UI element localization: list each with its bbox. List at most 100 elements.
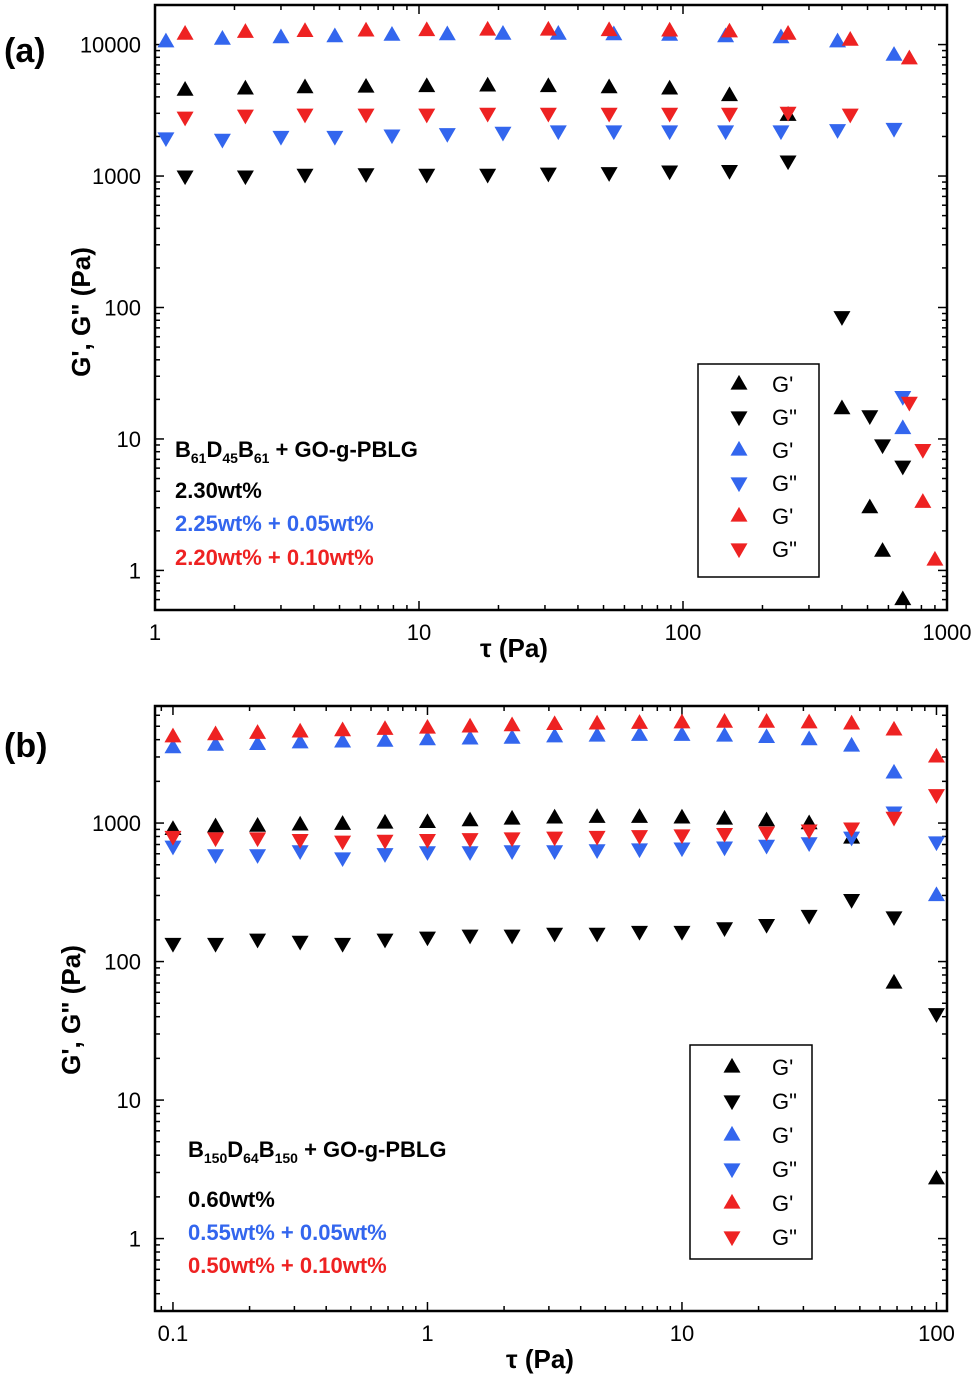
y-tick-label: 100 (104, 296, 141, 321)
data-point (176, 25, 194, 40)
data-point (539, 77, 557, 93)
data-point (418, 718, 436, 734)
data-point (418, 730, 436, 746)
data-point (164, 830, 182, 846)
data-point (461, 729, 479, 745)
panel-a-legend-label-4: G" (772, 471, 797, 496)
panel-b-xtick-labels: 0.1 1 10 100 (158, 1321, 955, 1346)
data-point (894, 460, 912, 476)
data-point (758, 811, 776, 827)
data-point (588, 726, 606, 742)
data-point (861, 498, 879, 514)
panel-b-sample-line-1: 0.60wt% (188, 1187, 275, 1212)
data-point (885, 46, 903, 61)
data-point (503, 845, 521, 860)
data-point (418, 168, 436, 184)
panel-a-annotation: B61D45B61 + GO-g-PBLG 2.30wt% 2.25wt% + … (175, 437, 418, 570)
data-point (843, 831, 861, 847)
data-point (546, 845, 564, 860)
data-point (833, 311, 851, 326)
data-point (894, 590, 912, 606)
data-point (779, 25, 797, 40)
y-tick-label: 100 (104, 950, 141, 975)
data-point (716, 922, 734, 938)
data-point (927, 1169, 945, 1185)
data-point (479, 20, 497, 36)
data-point (885, 720, 903, 736)
data-point (164, 738, 182, 754)
data-point (546, 715, 564, 731)
data-point (894, 419, 912, 435)
data-point (631, 808, 649, 823)
data-point (157, 132, 175, 148)
data-point (843, 822, 861, 838)
data-point (272, 130, 290, 146)
data-point (249, 849, 267, 864)
data-point (207, 725, 225, 741)
panel-b-ytick-labels: 1 10 100 1000 (92, 811, 141, 1252)
data-point (164, 727, 182, 743)
data-point (829, 124, 847, 139)
panel-b-sample-line-3: 0.50wt% + 0.10wt% (188, 1253, 387, 1278)
data-point (291, 833, 309, 849)
legend-marker (723, 1095, 741, 1111)
data-point (885, 122, 903, 138)
data-point (843, 714, 861, 730)
data-point (546, 727, 564, 743)
data-point (661, 125, 679, 141)
data-point (326, 27, 344, 43)
panel-b: (b) 1 10 100 1000 0.1 1 10 100 G', G" (Pa) τ (… (4, 704, 955, 1374)
data-point (291, 733, 309, 749)
panel-b-legend-label-1: G' (772, 1055, 793, 1080)
data-point (900, 396, 918, 412)
data-point (874, 542, 892, 557)
data-point (716, 713, 734, 728)
data-point (673, 713, 691, 729)
data-point (927, 789, 945, 804)
data-point (549, 125, 567, 141)
data-point (296, 22, 314, 37)
data-point (914, 493, 932, 508)
data-point (236, 170, 254, 186)
data-point (207, 817, 225, 833)
data-point (418, 21, 436, 37)
data-point (418, 813, 436, 829)
data-point (927, 886, 945, 902)
data-point (418, 833, 436, 849)
data-point (720, 86, 738, 102)
data-point (296, 168, 314, 184)
data-point (779, 106, 797, 122)
data-point (927, 1008, 945, 1023)
data-point (357, 168, 375, 183)
data-point (631, 714, 649, 729)
data-point (927, 836, 945, 852)
data-point (631, 830, 649, 845)
data-point (334, 852, 352, 868)
data-point (296, 78, 314, 94)
data-point (631, 843, 649, 859)
data-point (291, 845, 309, 860)
data-point (249, 832, 267, 848)
data-point (249, 817, 267, 832)
data-point (720, 107, 738, 123)
data-point (479, 76, 497, 92)
data-point (479, 107, 497, 123)
panel-a-sample-line-1: 2.30wt% (175, 478, 262, 503)
data-point (829, 32, 847, 48)
data-point (600, 107, 618, 123)
data-point (716, 726, 734, 742)
legend-marker (730, 543, 748, 559)
data-point (503, 729, 521, 744)
data-point (885, 973, 903, 989)
data-point (600, 167, 618, 182)
x-tick-label: 10 (407, 620, 431, 645)
data-point (885, 911, 903, 927)
data-point (661, 79, 679, 95)
data-point (296, 108, 314, 124)
panel-a-sample-line-2: 2.25wt% + 0.05wt% (175, 511, 374, 536)
data-point (176, 111, 194, 127)
y-tick-label: 1 (129, 1227, 141, 1252)
panel-a-y-axis-title: G', G" (Pa) (66, 247, 96, 377)
data-point (249, 933, 267, 949)
data-point (291, 935, 309, 951)
